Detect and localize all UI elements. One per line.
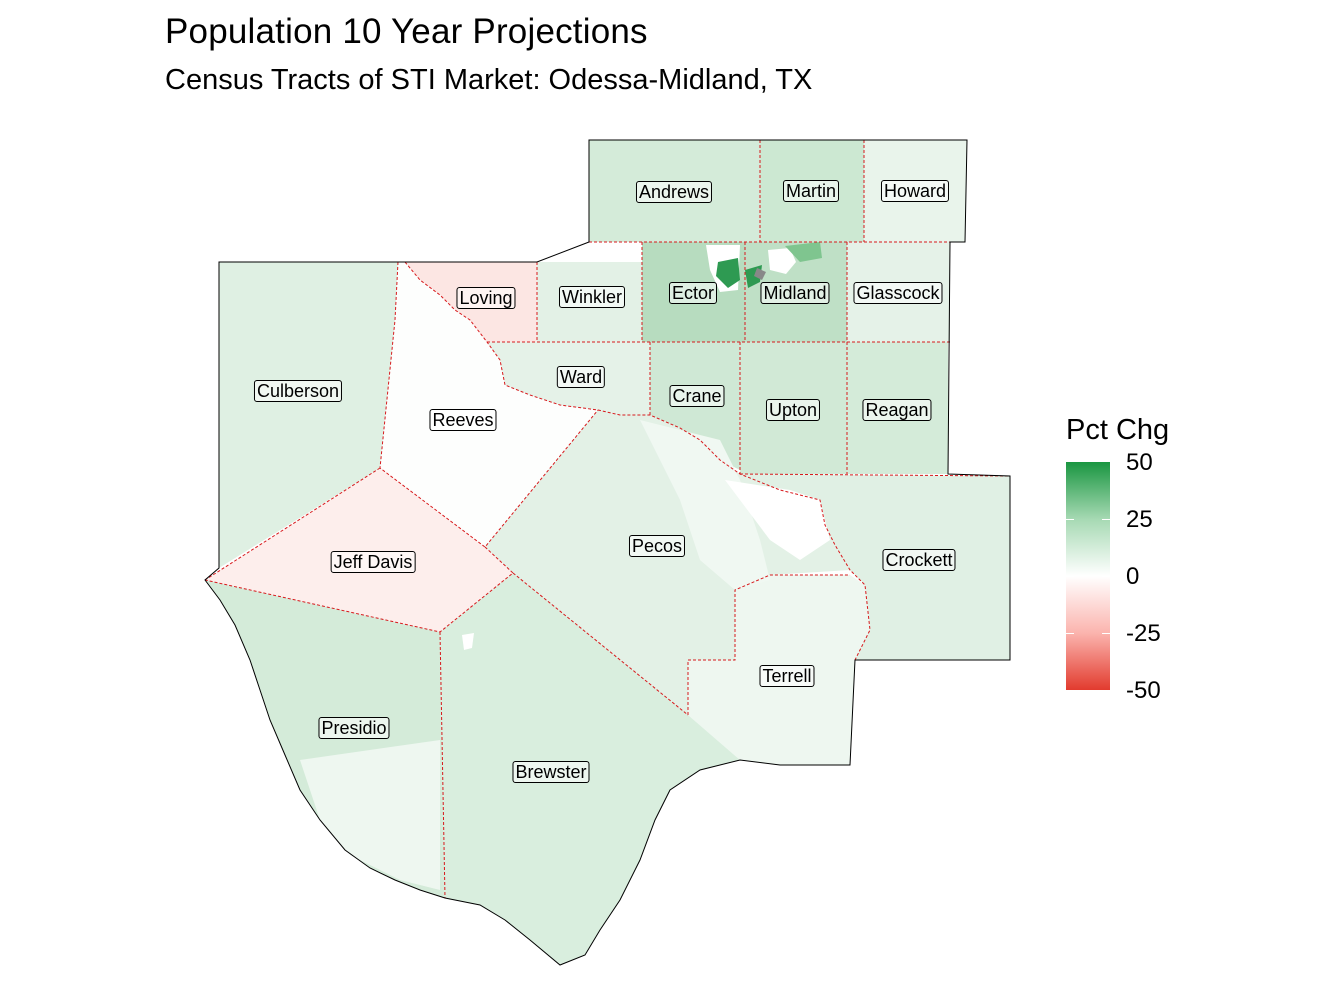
county-jeff-davis bbox=[205, 468, 513, 632]
legend-label-neg50: -50 bbox=[1126, 677, 1161, 704]
county-label-loving: Loving bbox=[456, 287, 516, 309]
county-label-howard: Howard bbox=[880, 180, 950, 202]
county-label-glasscock: Glasscock bbox=[853, 282, 943, 304]
county-label-culberson: Culberson bbox=[253, 380, 343, 402]
county-label-terrell: Terrell bbox=[759, 665, 815, 687]
county-label-upton: Upton bbox=[765, 399, 821, 421]
legend-label-25: 25 bbox=[1126, 506, 1153, 533]
chart-subtitle: Census Tracts of STI Market: Odessa-Midl… bbox=[165, 64, 813, 96]
legend-label-50: 50 bbox=[1126, 449, 1153, 476]
county-label-presidio: Presidio bbox=[318, 717, 390, 739]
county-label-midland: Midland bbox=[760, 282, 830, 304]
county-label-brewster: Brewster bbox=[512, 761, 590, 783]
county-label-ector: Ector bbox=[668, 282, 718, 304]
county-crockett bbox=[740, 474, 1010, 660]
county-label-pecos: Pecos bbox=[628, 535, 686, 557]
county-label-reeves: Reeves bbox=[429, 409, 497, 431]
legend-label-neg25: -25 bbox=[1126, 620, 1161, 647]
county-culberson bbox=[219, 262, 398, 568]
legend-color-bar bbox=[1066, 462, 1110, 690]
county-label-jeff-davis: Jeff Davis bbox=[330, 551, 416, 573]
chart-title: Population 10 Year Projections bbox=[165, 12, 648, 51]
county-label-reagan: Reagan bbox=[862, 399, 932, 421]
legend-title: Pct Chg bbox=[1066, 414, 1170, 446]
legend-label-0: 0 bbox=[1126, 563, 1140, 590]
county-label-crane: Crane bbox=[669, 385, 725, 407]
county-label-crockett: Crockett bbox=[882, 549, 956, 571]
county-brewster bbox=[440, 573, 740, 965]
county-label-ward: Ward bbox=[556, 366, 606, 388]
county-label-winkler: Winkler bbox=[558, 286, 626, 308]
county-label-martin: Martin bbox=[782, 180, 840, 202]
county-label-andrews: Andrews bbox=[635, 181, 713, 203]
